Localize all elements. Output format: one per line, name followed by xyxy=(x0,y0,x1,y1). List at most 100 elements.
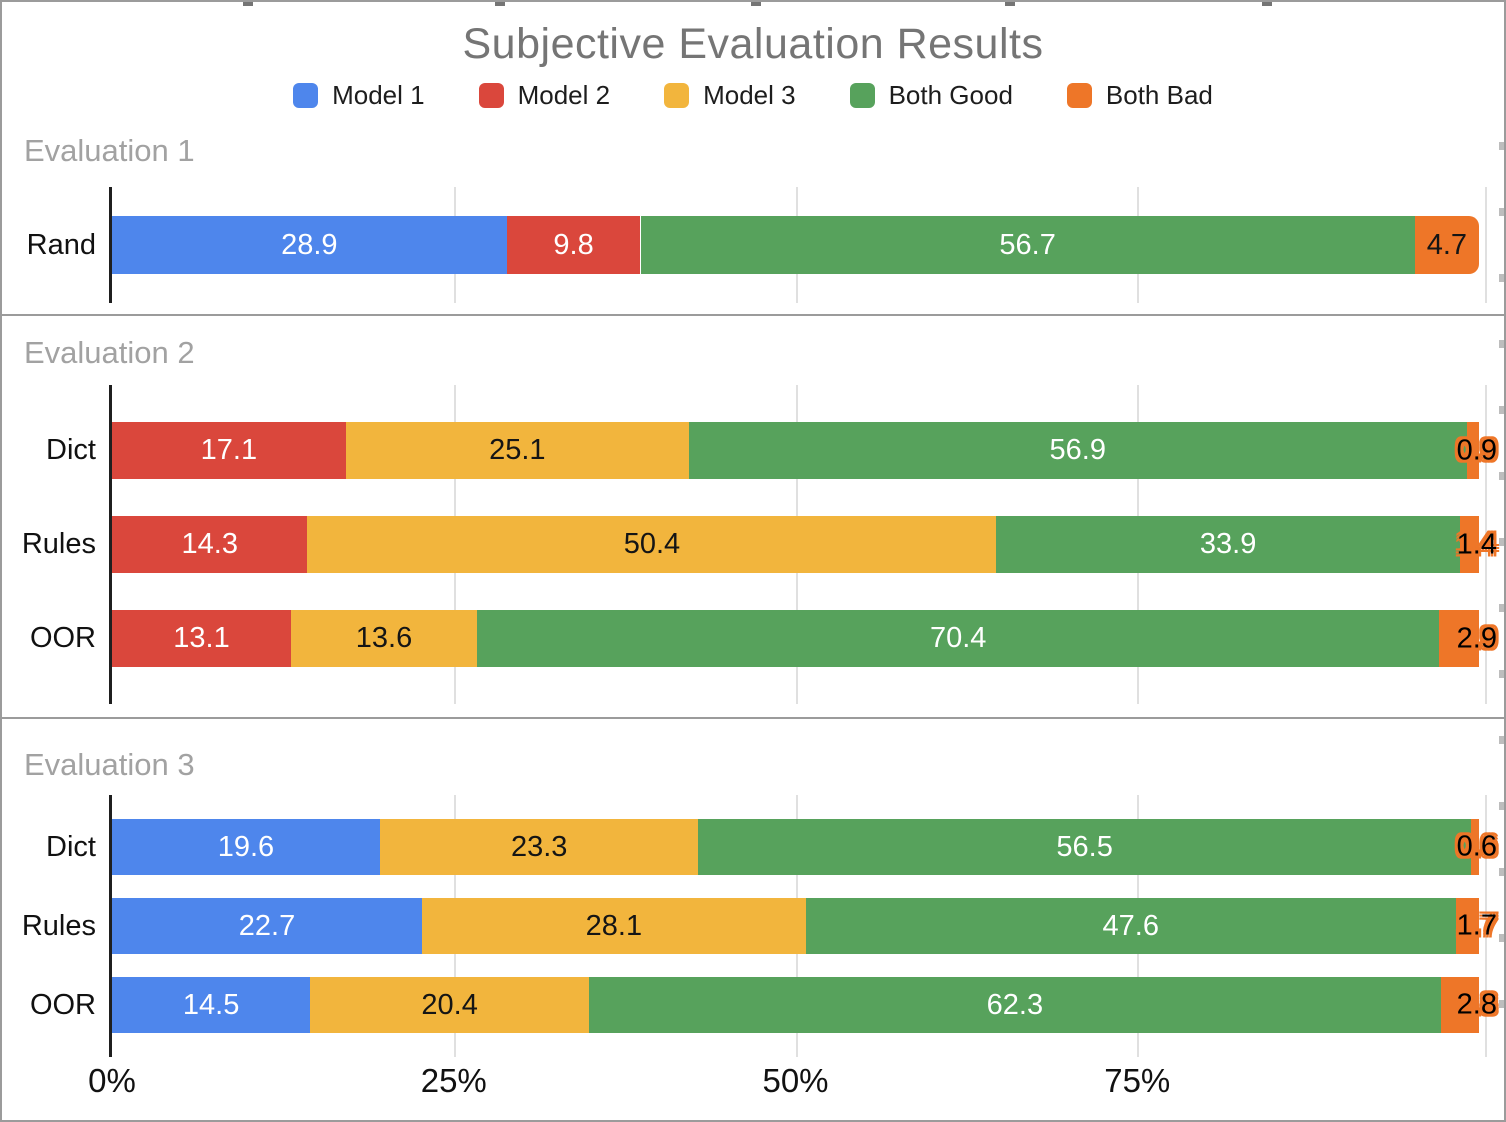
x-axis-tick-label: 50% xyxy=(762,1062,829,1099)
bar-segment-model-1: 22.7 xyxy=(112,898,422,954)
section-title-evaluation-2: Evaluation 2 xyxy=(24,335,195,370)
bar-track: 28.9 9.8 56.7 4.7 xyxy=(112,216,1479,274)
bar-segment-label: 25.1 xyxy=(489,434,546,466)
bar-segment-label: 23.3 xyxy=(510,830,568,863)
bar-segment-label: 4.7 xyxy=(1426,228,1468,261)
bar-row-label: Rules xyxy=(21,528,96,560)
bar-segment-both-bad xyxy=(1470,819,1479,875)
bar-segment-model-3: 13.6 xyxy=(291,610,477,667)
legend-label: Both Bad xyxy=(1105,80,1213,110)
bar-row-label: Rules xyxy=(21,909,96,942)
bar-segment-model-1: 28.9 xyxy=(112,216,507,274)
crop-tick xyxy=(1499,934,1504,942)
bar-segment-label: 33.9 xyxy=(1199,528,1257,560)
bar-track: 17.1 25.1 56.9 0.9 xyxy=(112,422,1497,479)
y-axis-line xyxy=(109,385,112,704)
legend: Model 1 Model 2 Model 3 Both Good Both Bad xyxy=(2,80,1504,111)
bar-segment-label: 17.1 xyxy=(200,434,258,466)
y-axis-line xyxy=(109,187,112,303)
crop-tick xyxy=(751,2,761,6)
bar-segment-label: 0.6 xyxy=(1456,830,1497,863)
bar-segment-both-good: 56.5 xyxy=(698,819,1471,875)
model-2-legend-swatch xyxy=(478,83,504,108)
crop-tick xyxy=(1499,670,1504,678)
crop-tick xyxy=(1499,472,1504,480)
x-axis-tick-label: 25% xyxy=(420,1062,487,1099)
gridline-end xyxy=(1485,795,1487,1057)
section-title-evaluation-1: Evaluation 1 xyxy=(24,133,195,168)
bar-segment-both-bad xyxy=(1459,516,1479,573)
crop-tick xyxy=(1499,274,1504,282)
bar-segment-label: 2.9 xyxy=(1456,622,1497,654)
bar-track: 14.5 20.4 62.3 2.8 xyxy=(112,977,1497,1033)
bar-segment-model-1: 19.6 xyxy=(112,819,380,875)
bar-track: 22.7 28.1 47.6 1.7 xyxy=(112,898,1497,954)
panel-divider xyxy=(2,314,1504,316)
bar-track: 19.6 23.3 56.5 0.6 xyxy=(112,819,1497,875)
bar-segment-model-3: 23.3 xyxy=(379,819,699,875)
legend-label: Model 2 xyxy=(517,80,611,110)
bar-segment-model-2: 14.3 xyxy=(112,516,308,573)
crop-tick xyxy=(1499,736,1504,744)
crop-tick xyxy=(1499,208,1504,216)
gridline-end xyxy=(1485,187,1487,303)
bar-segment-model-3: 28.1 xyxy=(421,898,806,954)
legend-label: Model 3 xyxy=(703,80,796,110)
crop-tick xyxy=(1499,340,1504,348)
legend-item: Both Bad xyxy=(1066,80,1213,111)
bar-segment-label: 50.4 xyxy=(623,528,681,560)
bar-segment-both-bad xyxy=(1439,610,1479,667)
model-3-legend-swatch xyxy=(664,83,690,108)
both-good-legend-swatch xyxy=(849,83,875,108)
bar-row-label: Rand xyxy=(26,228,96,261)
bar-segment-model-3: 20.4 xyxy=(310,977,590,1033)
crop-tick xyxy=(1005,2,1015,6)
bar-segment-model-3: 50.4 xyxy=(307,516,997,573)
bar-segment-model-2: 13.1 xyxy=(112,610,292,667)
bar-segment-label: 70.4 xyxy=(929,622,987,654)
crop-tick xyxy=(1499,604,1504,612)
bar-segment-both-bad xyxy=(1466,422,1479,479)
legend-label: Both Good xyxy=(888,80,1013,110)
both-bad-legend-swatch xyxy=(1066,83,1092,108)
bar-segment-label: 1.4 xyxy=(1456,528,1497,560)
bar-segment-label: 22.7 xyxy=(238,909,296,942)
bar-segment-label: 56.5 xyxy=(1056,830,1113,863)
bar-segment-label: 20.4 xyxy=(421,988,478,1021)
gridline-end xyxy=(1485,385,1487,704)
bar-segment-both-bad xyxy=(1440,977,1479,1033)
bar-track: 13.1 13.6 70.4 2.9 xyxy=(112,610,1497,667)
legend-item: Model 2 xyxy=(478,80,611,111)
x-axis-tick-label: 0% xyxy=(88,1062,136,1099)
bar-segment-both-good: 56.7 xyxy=(640,216,1415,274)
bar-segment-label: 13.1 xyxy=(173,622,230,654)
legend-item: Both Good xyxy=(849,80,1013,111)
bar-segment-label: 2.8 xyxy=(1456,988,1497,1021)
crop-tick xyxy=(495,2,505,6)
bar-row-label: Dict xyxy=(46,434,96,466)
crop-tick xyxy=(1262,2,1272,6)
bar-row-label: OOR xyxy=(29,622,96,654)
crop-tick xyxy=(1499,538,1504,546)
crop-tick xyxy=(1499,1000,1504,1008)
crop-tick xyxy=(1499,802,1504,810)
bar-row-label: OOR xyxy=(29,988,96,1021)
bar-segment-both-good: 33.9 xyxy=(996,516,1460,573)
bar-segment-both-good: 70.4 xyxy=(476,610,1440,667)
bar-segment-label: 1.7 xyxy=(1456,909,1497,942)
x-axis-tick-label: 75% xyxy=(1104,1062,1171,1099)
bar-segment-both-good: 62.3 xyxy=(589,977,1441,1033)
bar-segment-label: 19.6 xyxy=(217,830,275,863)
bar-segment-both-good: 56.9 xyxy=(688,422,1467,479)
bar-segment-label: 14.5 xyxy=(182,988,240,1021)
bar-segment-label: 9.8 xyxy=(553,228,594,261)
bar-segment-label: 13.6 xyxy=(355,622,413,654)
bar-segment-both-good: 47.6 xyxy=(805,898,1456,954)
bar-segment-label: 28.1 xyxy=(585,909,643,942)
bar-segment-model-3: 25.1 xyxy=(345,422,689,479)
bar-row-label: Dict xyxy=(46,830,96,863)
y-axis-line xyxy=(109,795,112,1057)
bar-segment-label: 28.9 xyxy=(281,228,338,261)
bar-segment-model-2: 17.1 xyxy=(112,422,346,479)
